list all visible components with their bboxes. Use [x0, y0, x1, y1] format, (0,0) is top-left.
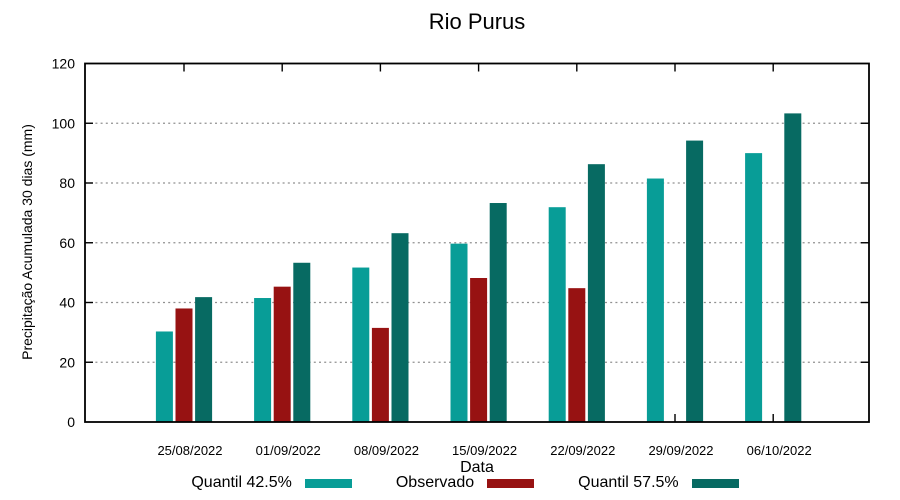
bar-quantil-42-5: [548, 207, 566, 422]
bar-quantil-57-5: [195, 297, 213, 422]
bar-quantil-42-5: [745, 153, 763, 422]
bar-quantil-57-5: [293, 262, 311, 422]
legend-item-quantil-42-5: Quantil 42.5%: [191, 474, 352, 492]
legend-label-observado: Observado: [395, 474, 475, 491]
bar-observado: [273, 286, 291, 422]
y-tick-label: 60: [59, 235, 75, 251]
y-tick-label: 0: [67, 414, 75, 430]
bar-quantil-42-5: [352, 267, 370, 422]
bar-observado: [371, 327, 389, 422]
x-axis-label: Data: [460, 459, 494, 476]
bar-quantil-57-5: [391, 233, 409, 422]
x-tick-label: 01/09/2022: [256, 443, 321, 458]
bar-quantil-42-5: [155, 331, 173, 422]
legend-label-quantil-42-5: Quantil 42.5%: [191, 474, 292, 491]
bar-observado: [175, 308, 193, 422]
legend-swatch-observado: [487, 478, 535, 488]
x-tick-label: 08/09/2022: [354, 443, 419, 458]
y-tick-label: 100: [52, 115, 76, 131]
legend-swatch-quantil-42-5: [304, 478, 352, 488]
y-tick-label: 40: [59, 295, 75, 311]
bar-quantil-57-5: [489, 203, 507, 422]
chart-title: Rio Purus: [428, 9, 526, 34]
bar-quantil-42-5: [450, 243, 468, 422]
x-tick-label: 22/09/2022: [550, 443, 615, 458]
bar-quantil-42-5: [646, 178, 664, 422]
x-tick-label: 15/09/2022: [452, 443, 517, 458]
y-tick-label: 120: [52, 56, 76, 72]
plot-frame: [84, 62, 870, 423]
bar-quantil-57-5: [686, 140, 704, 422]
y-tick-label: 80: [59, 175, 75, 191]
bar-quantil-42-5: [254, 298, 272, 422]
bar-observado: [470, 278, 488, 422]
x-tick-label: 29/09/2022: [648, 443, 713, 458]
x-tick-label: 06/10/2022: [747, 443, 812, 458]
y-tick-label: 20: [59, 354, 75, 370]
bar-observado: [568, 288, 586, 422]
legend-item-quantil-57-5: Quantil 57.5%: [578, 474, 739, 492]
x-tick-label: 25/08/2022: [157, 443, 222, 458]
bar-quantil-57-5: [587, 164, 605, 422]
legend-item-observado: Observado: [395, 474, 535, 492]
bar-quantil-57-5: [784, 113, 802, 423]
legend-swatch-quantil-57-5: [691, 478, 739, 488]
legend-label-quantil-57-5: Quantil 57.5%: [578, 474, 679, 491]
legend: Quantil 42.5% Observado Quantil 57.5%: [60, 471, 870, 495]
